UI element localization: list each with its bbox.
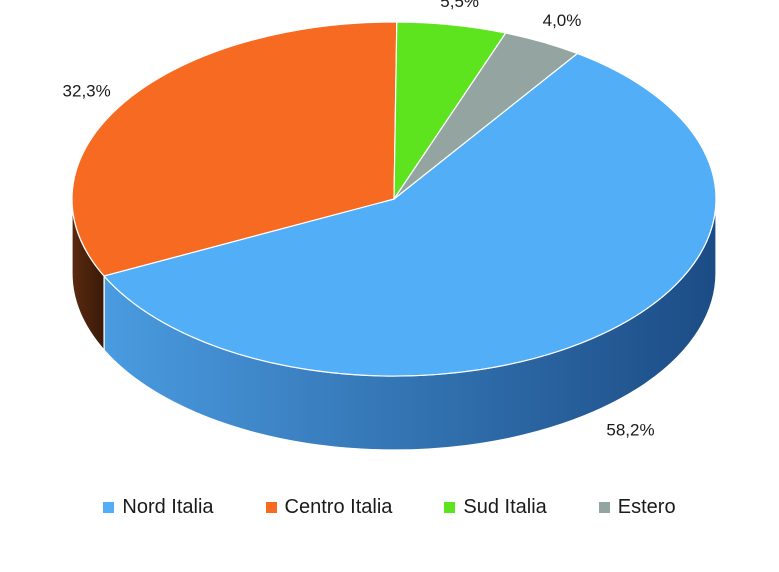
legend-label-nord-italia: Nord Italia: [122, 495, 214, 518]
legend-item-sud-italia: Sud Italia: [444, 495, 547, 519]
data-label-estero: 4,0%: [543, 11, 582, 30]
legend-item-centro-italia: Centro Italia: [265, 495, 393, 519]
pie-slice-nord-italia: [103, 52, 717, 377]
legend-swatch-nord-italia: [103, 501, 115, 513]
legend-swatch-sud-italia: [444, 501, 456, 513]
legend-swatch-centro-italia: [265, 501, 277, 513]
pie-chart-canvas: 58,2% 32,3% 5,5% 4,0%: [63, 0, 717, 451]
data-label-sud-italia: 5,5%: [440, 0, 479, 11]
data-label-centro-italia: 32,3%: [63, 81, 111, 100]
legend-label-sud-italia: Sud Italia: [463, 495, 547, 518]
pie-labels: 58,2% 32,3% 5,5% 4,0%: [63, 0, 655, 439]
pie-slice-estero: [393, 32, 578, 200]
legend-item-nord-italia: Nord Italia: [103, 495, 214, 519]
legend-item-estero: Estero: [598, 495, 676, 519]
pie-slice-centro-italia: [71, 21, 398, 277]
legend-label-centro-italia: Centro Italia: [284, 495, 393, 518]
data-label-nord-italia: 58,2%: [606, 420, 654, 439]
legend-swatch-estero: [598, 501, 610, 513]
legend: Nord Italia Centro Italia Sud Italia Estero: [0, 492, 779, 522]
pie-tops: [71, 21, 717, 377]
legend-label-estero: Estero: [617, 495, 676, 518]
